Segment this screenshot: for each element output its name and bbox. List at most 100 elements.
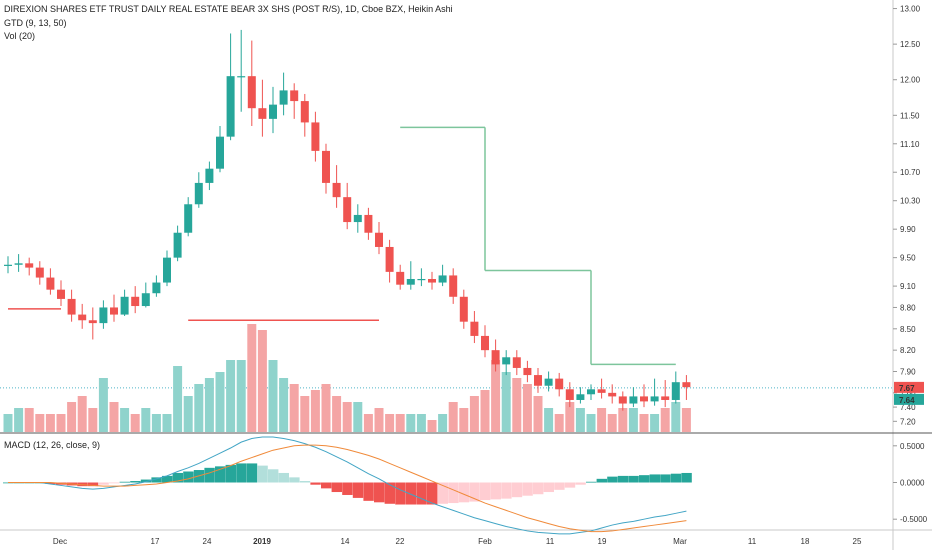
volume-bar xyxy=(480,390,490,432)
candlesticks xyxy=(4,29,691,411)
candle-body xyxy=(67,298,76,315)
macd-histogram-bar xyxy=(183,471,194,483)
candle-body xyxy=(597,389,606,393)
candle-body xyxy=(163,257,171,283)
candle-body xyxy=(576,394,585,400)
candle-body xyxy=(512,357,521,368)
volume-bar xyxy=(459,408,469,432)
time-tick-label: 2019 xyxy=(253,537,271,546)
price-tick-label: 11.50 xyxy=(900,111,920,120)
macd-histogram-bar xyxy=(575,482,586,485)
macd-histogram-bar xyxy=(554,482,565,490)
volume-bar xyxy=(173,366,183,432)
candle-body xyxy=(459,296,468,322)
candle-body xyxy=(300,101,309,123)
volume-bar xyxy=(3,414,13,432)
candle-body xyxy=(385,246,394,272)
macd-histogram-bar xyxy=(405,482,417,505)
macd-histogram-bar xyxy=(649,474,660,483)
volume-bar xyxy=(544,408,554,432)
price-tick-label: 8.50 xyxy=(900,325,916,334)
macd-histogram-bar xyxy=(533,482,544,495)
candle-body xyxy=(46,277,55,290)
volume-bar xyxy=(120,408,130,432)
macd-histogram-bar xyxy=(395,482,406,505)
macd-histogram-bar xyxy=(543,482,554,493)
macd-histogram-bar xyxy=(681,472,692,483)
candle-body xyxy=(194,182,203,205)
price-tick-label: 9.50 xyxy=(900,254,916,263)
candle-body xyxy=(661,396,670,400)
macd-histogram-bar xyxy=(628,475,639,483)
volume-bar xyxy=(257,330,267,432)
volume-bar xyxy=(236,360,246,432)
volume-bar xyxy=(385,414,395,432)
price-tick-label: 7.40 xyxy=(900,403,916,412)
candle-body xyxy=(120,296,129,315)
macd-histogram-bar xyxy=(374,482,385,503)
volume-bar xyxy=(332,396,342,432)
volume-indicator-label[interactable]: Vol (20) xyxy=(4,31,36,41)
macd-histogram-bar xyxy=(660,474,671,483)
time-tick-label: 11 xyxy=(748,537,757,546)
macd-histogram-bar xyxy=(109,482,120,484)
volume-bar xyxy=(554,414,564,432)
volume-bar xyxy=(204,378,214,432)
macd-indicator-label[interactable]: MACD (12, 26, close, 9) xyxy=(4,440,101,450)
volume-bar xyxy=(363,414,373,432)
volume-bar xyxy=(88,408,98,432)
candle-body xyxy=(491,350,500,365)
macd-histogram-bar xyxy=(617,475,629,483)
macd-histogram-bar xyxy=(87,482,99,487)
macd-histogram-bar xyxy=(321,482,332,489)
volume-bar xyxy=(14,408,24,432)
macd-tick-label: -0.5000 xyxy=(900,515,928,524)
macd-histogram-bar xyxy=(257,465,268,483)
volume-bar xyxy=(650,414,660,432)
volume-bar xyxy=(395,414,405,432)
candle-body xyxy=(375,232,383,247)
axes: 13.00 12.50 12.00 11.50 11.10 10.70 10.30 9.90 9… xyxy=(53,5,928,546)
macd-histogram-bar xyxy=(140,479,152,483)
volume-bar xyxy=(353,402,363,432)
volume-bar xyxy=(109,402,119,432)
candle-body xyxy=(396,271,405,285)
candle-body xyxy=(258,108,267,119)
macd-tick-label: 0.5000 xyxy=(900,442,925,451)
candle-body xyxy=(205,168,214,183)
macd-histogram-bar xyxy=(427,482,438,505)
candle-body xyxy=(502,357,511,365)
macd-histogram-bar xyxy=(480,482,491,501)
time-tick-label: 11 xyxy=(546,537,555,546)
candle-body xyxy=(364,214,373,233)
macd-histogram-bar xyxy=(119,481,130,483)
candle-body xyxy=(173,232,182,258)
macd-histogram-bar xyxy=(639,475,650,483)
price-tick-label: 12.50 xyxy=(900,40,921,49)
volume-bar xyxy=(56,414,66,432)
volume-bar xyxy=(268,360,278,432)
volume-bar xyxy=(671,402,681,432)
macd-histogram-bar xyxy=(670,473,682,483)
volume-bar xyxy=(151,414,161,432)
candle-body xyxy=(78,314,87,321)
macd-histogram-bar xyxy=(511,482,523,498)
gtd-indicator-label[interactable]: GTD (9, 13, 50) xyxy=(4,18,67,28)
macd-histogram-bar xyxy=(342,482,353,495)
time-tick-label: Dec xyxy=(53,537,67,546)
candle-body xyxy=(682,382,691,388)
candle-body xyxy=(417,278,426,281)
candle-body xyxy=(544,378,553,386)
time-tick-label: 25 xyxy=(853,537,862,546)
candle-body xyxy=(311,122,320,151)
macd-histogram-bar xyxy=(352,482,364,498)
volume-bar xyxy=(215,372,225,432)
volume-bars xyxy=(3,324,691,432)
macd-histogram-bar xyxy=(458,482,470,503)
volume-bar xyxy=(416,414,426,432)
macd-histogram-bar xyxy=(586,481,597,483)
candle-body xyxy=(640,396,648,402)
price-tick-label: 12.00 xyxy=(900,76,921,85)
